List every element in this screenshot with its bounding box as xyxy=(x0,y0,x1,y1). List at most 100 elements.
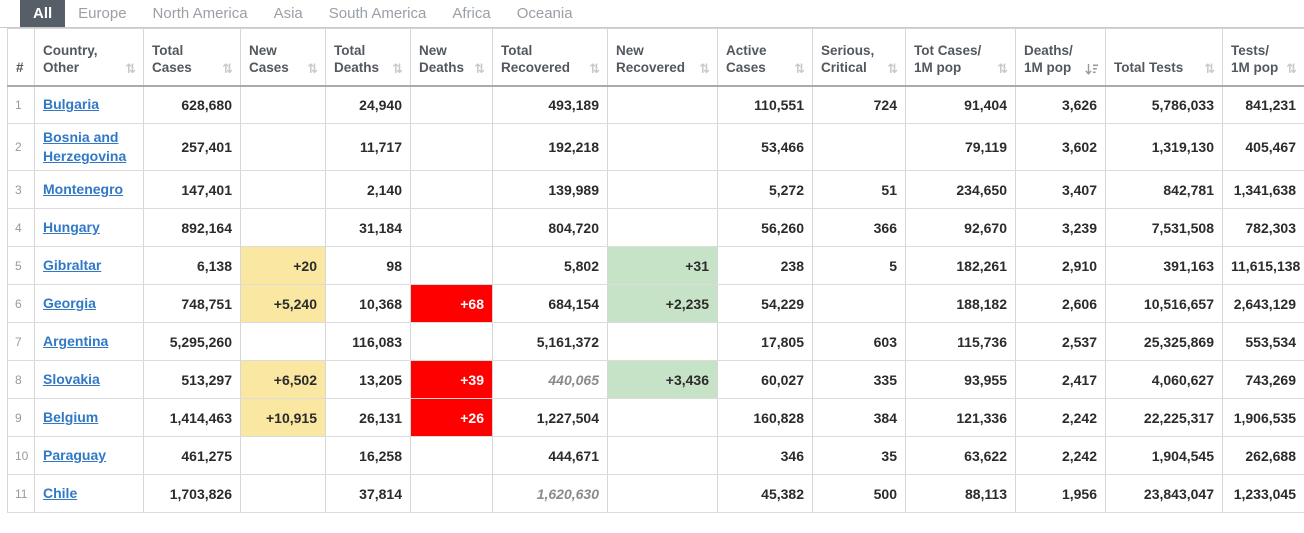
country-link[interactable]: Bosnia and Herzegovina xyxy=(43,129,127,164)
country-link[interactable]: Belgium xyxy=(43,409,99,425)
tab-north-america[interactable]: North America xyxy=(152,5,248,22)
country-link[interactable]: Chile xyxy=(43,485,78,501)
cell-total-cases: 147,401 xyxy=(143,170,241,209)
cell-total-recovered: 804,720 xyxy=(492,208,608,247)
cell-active-cases: 17,805 xyxy=(717,322,813,361)
cell-tests-per-1m: 1,233,045 xyxy=(1222,474,1304,513)
tab-oceania[interactable]: Oceania xyxy=(516,5,573,22)
cell-new-recovered xyxy=(607,398,718,437)
cell-total-deaths: 13,205 xyxy=(325,360,411,399)
cell-total-recovered: 1,227,504 xyxy=(492,398,608,437)
column-label: # xyxy=(16,59,24,75)
column-header-active-cases[interactable]: Active Cases ⇅ xyxy=(717,28,813,87)
country-link[interactable]: Montenegro xyxy=(43,181,124,197)
cell-active-cases: 5,272 xyxy=(717,170,813,209)
country-link[interactable]: Argentina xyxy=(43,333,109,349)
column-header-serious-critical[interactable]: Serious, Critical ⇅ xyxy=(812,28,906,87)
cell-active-cases: 346 xyxy=(717,436,813,475)
column-label: Total Recovered xyxy=(501,42,571,75)
sort-both-icon: ⇅ xyxy=(699,61,710,77)
column-header-new-recovered[interactable]: New Recovered ⇅ xyxy=(607,28,718,87)
country-link[interactable]: Slovakia xyxy=(43,371,100,387)
column-label: Serious, Critical xyxy=(821,42,875,75)
cell-new-recovered: +31 xyxy=(607,246,718,285)
cell-total-deaths: 10,368 xyxy=(325,284,411,323)
cell-new-recovered xyxy=(607,85,718,124)
cell-total-tests: 391,163 xyxy=(1105,246,1223,285)
country-link[interactable]: Bulgaria xyxy=(43,96,100,113)
country-link[interactable]: Georgia xyxy=(43,295,96,311)
cell-tests-per-1m: 782,303 xyxy=(1222,208,1304,247)
cell-deaths-per-1m: 2,242 xyxy=(1015,436,1106,475)
cell-total-tests: 1,319,130 xyxy=(1105,123,1223,171)
column-label: Total Deaths xyxy=(334,42,380,75)
cell-deaths-per-1m: 3,602 xyxy=(1015,123,1106,171)
column-header-tests-per-1m[interactable]: Tests/ 1M pop ⇅ xyxy=(1222,28,1304,87)
column-header-total-deaths[interactable]: Total Deaths ⇅ xyxy=(325,28,411,87)
column-header-total-tests[interactable]: Total Tests ⇅ xyxy=(1105,28,1223,87)
cell-new-deaths xyxy=(410,436,493,475)
cell-total-deaths: 24,940 xyxy=(325,85,411,124)
cell-serious-critical xyxy=(812,284,906,323)
column-header-deaths-per-1m[interactable]: Deaths/ 1M pop xyxy=(1015,28,1106,87)
cell-serious-critical: 5 xyxy=(812,246,906,285)
column-header-cases-per-1m[interactable]: Tot Cases/ 1M pop ⇅ xyxy=(905,28,1016,87)
cell-total-deaths: 98 xyxy=(325,246,411,285)
cell-total-tests: 25,325,869 xyxy=(1105,322,1223,361)
country-link[interactable]: Gibraltar xyxy=(43,257,102,273)
cell-country: Slovakia xyxy=(34,360,144,399)
cell-active-cases: 54,229 xyxy=(717,284,813,323)
column-header-new-deaths[interactable]: New Deaths ⇅ xyxy=(410,28,493,87)
cell-new-deaths: +26 xyxy=(410,398,493,437)
cell-new-recovered xyxy=(607,474,718,513)
cell-serious-critical: 500 xyxy=(812,474,906,513)
cell-country: Gibraltar xyxy=(34,246,144,285)
country-link[interactable]: Paraguay xyxy=(43,447,107,463)
cell-num: 5 xyxy=(7,246,35,285)
cell-new-cases xyxy=(240,170,326,209)
cell-new-deaths xyxy=(410,474,493,513)
cell-active-cases: 53,466 xyxy=(717,123,813,171)
column-header-total-recovered[interactable]: Total Recovered ⇅ xyxy=(492,28,608,87)
column-label: Active Cases xyxy=(726,42,767,75)
cell-deaths-per-1m: 2,242 xyxy=(1015,398,1106,437)
cell-serious-critical: 51 xyxy=(812,170,906,209)
cell-total-recovered: 5,161,372 xyxy=(492,322,608,361)
cell-cases-per-1m: 121,336 xyxy=(905,398,1016,437)
cell-total-cases: 748,751 xyxy=(143,284,241,323)
tab-all[interactable]: All xyxy=(20,0,66,27)
tab-south-america[interactable]: South America xyxy=(328,5,427,22)
cell-cases-per-1m: 234,650 xyxy=(905,170,1016,209)
cell-tests-per-1m: 743,269 xyxy=(1222,360,1304,399)
continent-tabbar: All Europe North America Asia South America A… xyxy=(0,0,1304,28)
cell-new-cases: +20 xyxy=(240,246,326,285)
cell-tests-per-1m: 2,643,129 xyxy=(1222,284,1304,323)
tab-africa[interactable]: Africa xyxy=(452,5,491,22)
cell-new-recovered: +3,436 xyxy=(607,360,718,399)
cell-cases-per-1m: 115,736 xyxy=(905,322,1016,361)
cell-total-tests: 1,904,545 xyxy=(1105,436,1223,475)
column-header-total-cases[interactable]: Total Cases ⇅ xyxy=(143,28,241,87)
cell-serious-critical: 35 xyxy=(812,436,906,475)
cell-active-cases: 60,027 xyxy=(717,360,813,399)
column-header-new-cases[interactable]: New Cases ⇅ xyxy=(240,28,326,87)
cell-total-cases: 628,680 xyxy=(143,85,241,124)
cell-total-deaths: 26,131 xyxy=(325,398,411,437)
tab-asia[interactable]: Asia xyxy=(273,5,303,22)
cell-tests-per-1m: 1,906,535 xyxy=(1222,398,1304,437)
tab-europe[interactable]: Europe xyxy=(78,5,127,22)
table-row: 3 Montenegro 147,401 2,140 139,989 5,272 51 234… xyxy=(7,170,1304,209)
cell-total-deaths: 31,184 xyxy=(325,208,411,247)
column-header-country[interactable]: Country, Other ⇅ xyxy=(34,28,144,87)
cell-serious-critical: 366 xyxy=(812,208,906,247)
cell-total-cases: 1,414,463 xyxy=(143,398,241,437)
table-row: 11 Chile 1,703,826 37,814 1,620,630 45,382 500… xyxy=(7,474,1304,513)
country-link[interactable]: Hungary xyxy=(43,219,100,235)
column-label: New Deaths xyxy=(419,42,465,75)
cell-country: Chile xyxy=(34,474,144,513)
cell-num: 10 xyxy=(7,436,35,475)
cell-cases-per-1m: 188,182 xyxy=(905,284,1016,323)
cell-active-cases: 45,382 xyxy=(717,474,813,513)
cell-new-cases: +10,915 xyxy=(240,398,326,437)
cell-new-recovered xyxy=(607,436,718,475)
